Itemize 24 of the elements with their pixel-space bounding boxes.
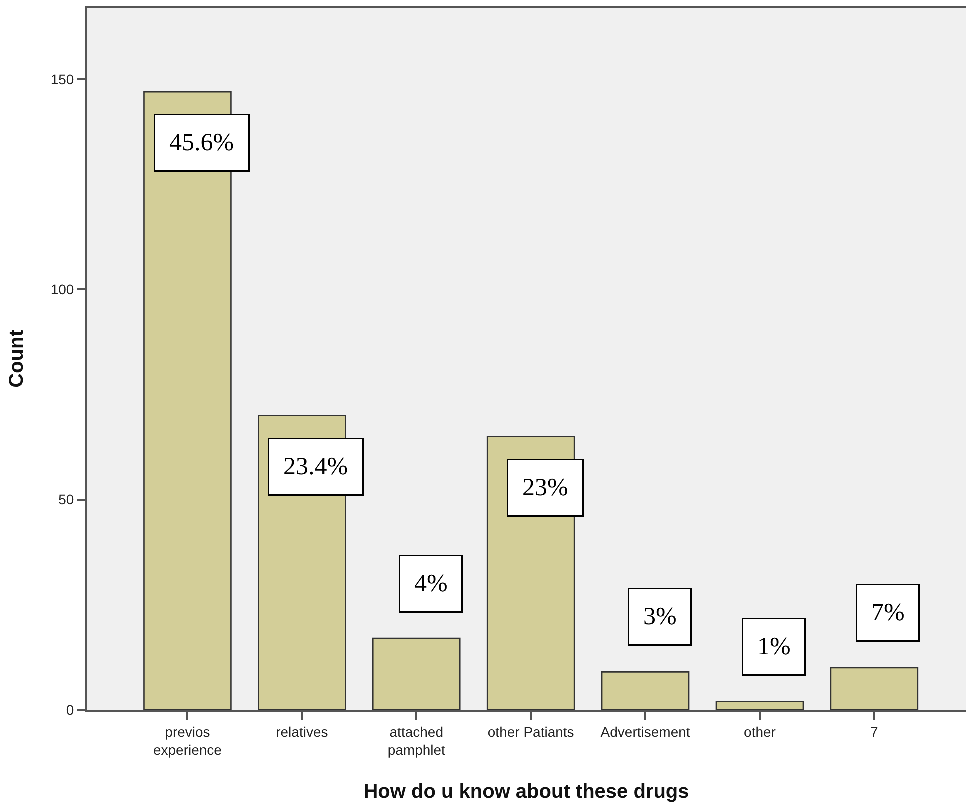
bar — [372, 638, 461, 710]
annotation: 4% — [414, 570, 448, 598]
y-tick-label: 100 — [50, 282, 74, 298]
y-tick-label: 0 — [66, 702, 74, 718]
x-tick-label: 7 — [870, 724, 879, 740]
x-axis-title: How do u know about these drugs — [364, 781, 690, 803]
annotation: 23% — [522, 474, 568, 502]
bar — [830, 667, 919, 710]
x-tick-label: previos experience — [153, 724, 222, 758]
annotation: 7% — [872, 600, 905, 626]
x-tick-label: other — [744, 724, 776, 740]
y-axis-title: Count — [6, 330, 28, 388]
x-tick-label: attached pamphlet — [388, 724, 446, 758]
annotation: 23.4% — [284, 454, 348, 480]
x-tick-label: Advertisement — [600, 724, 690, 740]
bar — [716, 700, 804, 710]
annotation: 45.6% — [170, 130, 234, 156]
x-tick-label: other Patiants — [488, 724, 574, 740]
annotation: 3% — [644, 604, 677, 630]
y-tick-label: 150 — [50, 71, 74, 88]
x-tick-label: relatives — [276, 724, 328, 740]
annotation: 1% — [758, 634, 791, 660]
y-tick-label: 50 — [58, 492, 74, 508]
bar — [601, 672, 690, 710]
